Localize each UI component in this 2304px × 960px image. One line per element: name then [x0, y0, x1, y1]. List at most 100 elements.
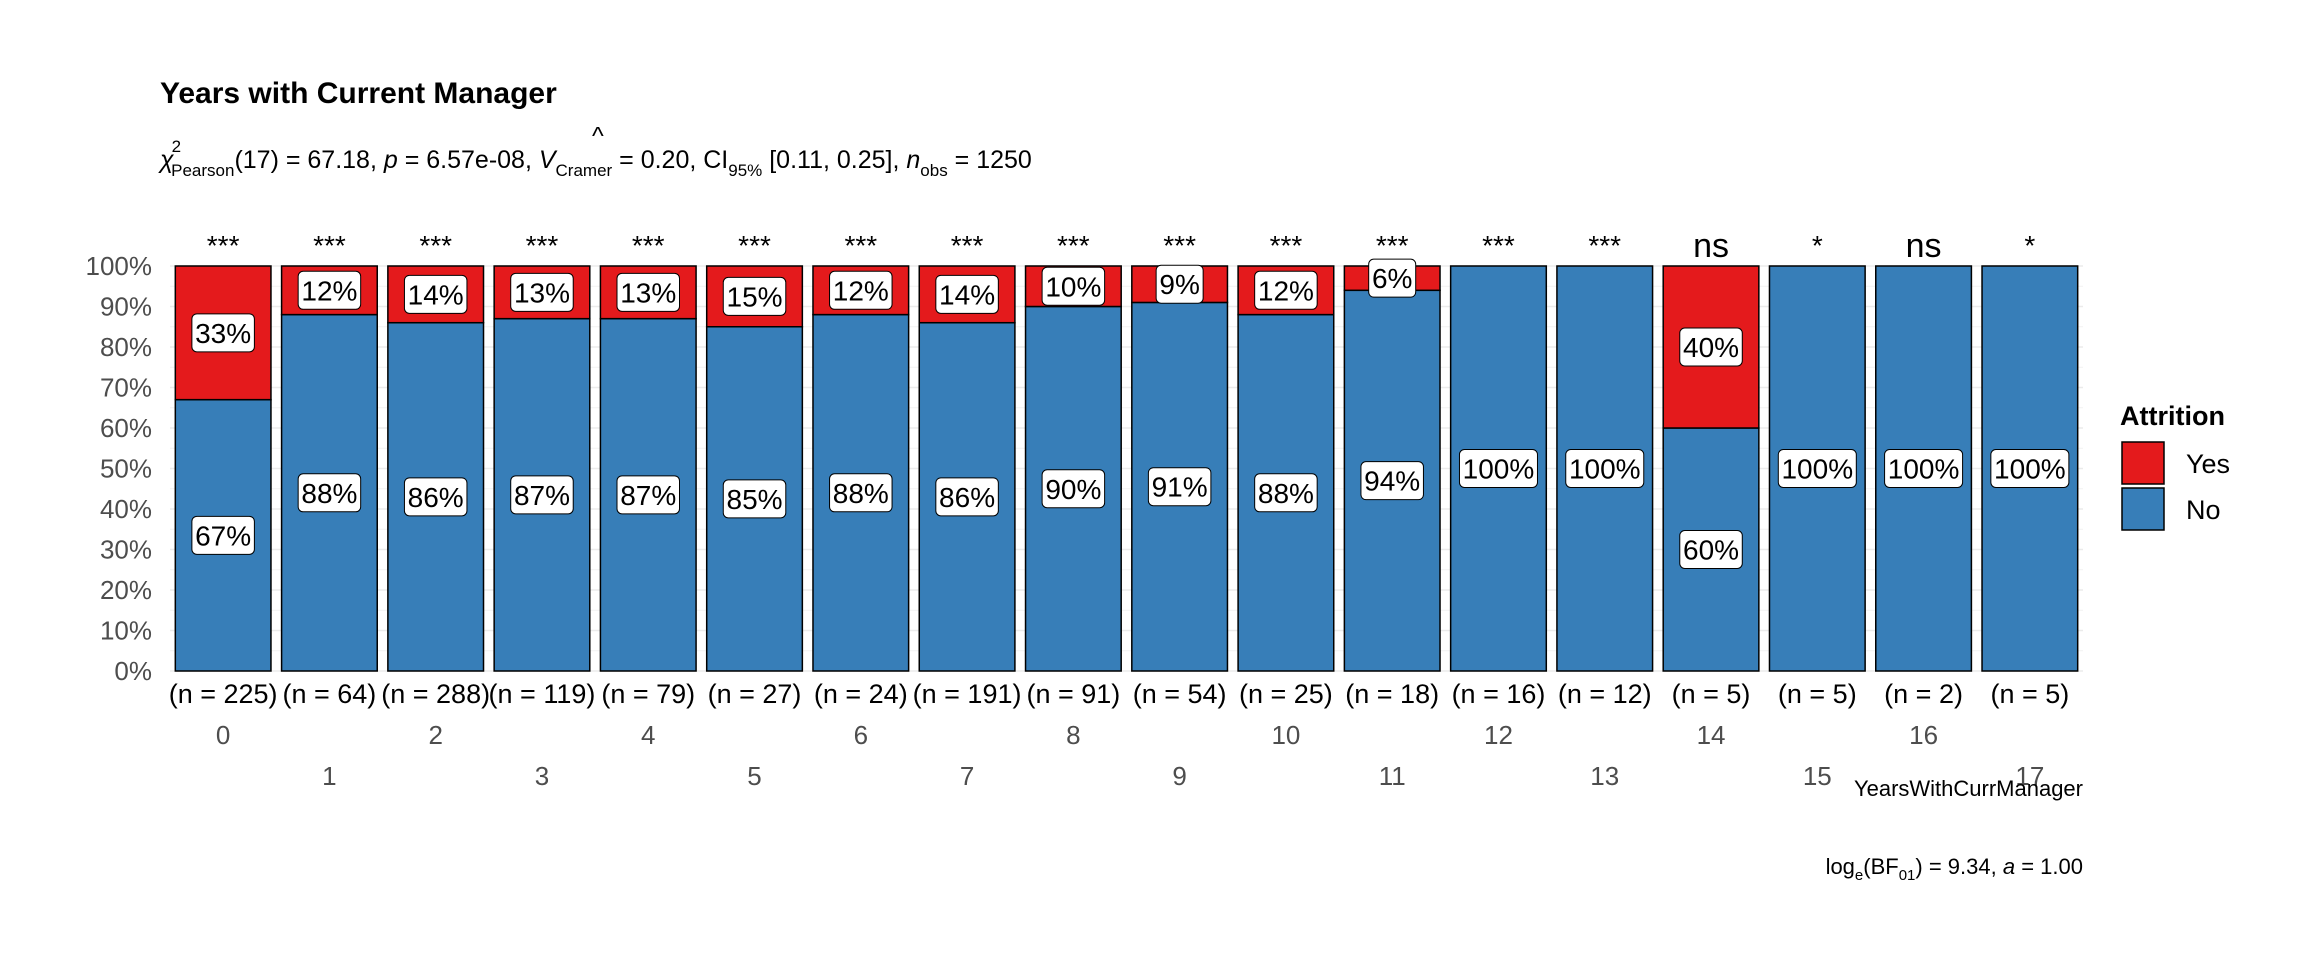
x-tick-label: 3: [535, 761, 549, 791]
y-tick-label: 30%: [100, 535, 152, 565]
x-tick-label: 12: [1484, 720, 1513, 750]
label-no-box: [1254, 473, 1318, 513]
label-yes-box: [722, 276, 787, 316]
significance-label: ***: [1376, 230, 1409, 261]
significance-label: ***: [1482, 230, 1515, 261]
label-no: 100%: [1888, 454, 1960, 485]
significance-label: ***: [1057, 230, 1090, 261]
y-tick-label: 40%: [100, 494, 152, 524]
label-no: 100%: [1994, 454, 2066, 485]
count-label: (n = 24): [814, 679, 908, 709]
label-no: 87%: [514, 480, 570, 511]
y-tick-label: 20%: [100, 575, 152, 605]
label-no: 100%: [1463, 454, 1535, 485]
label-no-box: [297, 473, 362, 513]
significance-label: ***: [844, 230, 877, 261]
count-label: (n = 225): [169, 679, 278, 709]
label-yes: 13%: [620, 277, 676, 308]
label-no: 88%: [1258, 478, 1314, 509]
significance-label: ***: [632, 230, 665, 261]
significance-label: ***: [313, 230, 346, 261]
x-tick-label: 1: [322, 761, 336, 791]
count-label: (n = 288): [381, 679, 490, 709]
x-tick-label: 14: [1697, 720, 1726, 750]
label-yes-box: [1041, 266, 1106, 306]
legend-key-no: [2121, 487, 2165, 531]
label-no: 88%: [833, 478, 889, 509]
y-tick-label: 60%: [100, 413, 152, 443]
count-label: (n = 5): [1778, 679, 1857, 709]
label-yes-box: [1254, 270, 1318, 310]
label-yes-box: [935, 274, 999, 314]
label-no-box: [1360, 461, 1424, 501]
label-no-box: [1990, 449, 2070, 488]
x-tick-label: 8: [1066, 720, 1080, 750]
grid-lines: [170, 265, 2083, 672]
label-no: 91%: [1152, 472, 1208, 503]
label-no: 90%: [1045, 474, 1101, 505]
y-axis: 0% 10% 20% 30% 40% 50% 60% 70% 80% 90% 100%: [86, 251, 153, 686]
y-tick-label: 90%: [100, 292, 152, 322]
y-tick-label: 50%: [100, 454, 152, 484]
count-label: (n = 191): [913, 679, 1022, 709]
label-yes: 14%: [408, 279, 464, 310]
label-yes-box: [829, 270, 893, 310]
label-no: 67%: [195, 520, 251, 551]
label-no: 60%: [1683, 535, 1739, 566]
label-no-box: [1147, 467, 1212, 507]
y-tick-label: 70%: [100, 373, 152, 403]
label-yes-box: [510, 272, 574, 312]
label-no-box: [1679, 530, 1743, 569]
significance-label: ***: [419, 230, 452, 261]
label-no-box: [722, 479, 787, 519]
significance-labels: *** *** *** *** *** *** *** *** *** *** *** *** *** *…: [207, 227, 2036, 265]
label-no: 100%: [1569, 454, 1641, 485]
cramer-v-hat: ^: [592, 122, 604, 150]
significance-label: *: [2024, 230, 2035, 261]
legend-title: Attrition: [2120, 401, 2225, 431]
x-tick-label: 11: [1379, 761, 1406, 791]
count-label: (n = 25): [1239, 679, 1333, 709]
significance-label: ***: [1588, 230, 1621, 261]
count-label: (n = 119): [489, 679, 596, 709]
label-no: 87%: [620, 480, 676, 511]
y-tick-label: 0%: [114, 656, 152, 686]
count-label: (n = 27): [708, 679, 802, 709]
significance-label: ***: [738, 230, 771, 261]
label-no-box: [616, 475, 680, 515]
label-no: 85%: [727, 484, 783, 515]
count-label: (n = 5): [1990, 679, 2069, 709]
chart-subtitle: χ2 Pearson(17) = 67.18, p = 6.57e-08, VCr…: [158, 137, 1032, 180]
label-no-box: [510, 475, 574, 515]
count-label: (n = 12): [1558, 679, 1652, 709]
x-tick-label: 9: [1172, 761, 1186, 791]
label-no-box: [829, 473, 893, 513]
label-yes: 6%: [1372, 263, 1412, 294]
label-no: 86%: [408, 482, 464, 513]
label-yes: 14%: [939, 279, 995, 310]
x-tick-label: 15: [1803, 761, 1832, 791]
x-tick-label: 17: [2015, 761, 2044, 791]
label-yes: 40%: [1683, 332, 1739, 363]
label-no-box: [1884, 449, 1964, 488]
x-tick-label: 10: [1271, 720, 1300, 750]
significance-label: ***: [1270, 230, 1303, 261]
legend: Attrition Yes No: [2120, 401, 2230, 531]
x-tick-label: 13: [1590, 761, 1619, 791]
x-tick-label: 7: [960, 761, 974, 791]
count-label: (n = 2): [1884, 679, 1963, 709]
label-yes-box: [1155, 264, 1204, 304]
count-label: (n = 18): [1345, 679, 1439, 709]
x-tick-label: 5: [747, 761, 761, 791]
count-label: (n = 79): [601, 679, 695, 709]
label-yes: 33%: [195, 318, 251, 349]
count-label: (n = 54): [1133, 679, 1227, 709]
x-axis-title: YearsWithCurrManager: [1854, 776, 2083, 801]
label-no-box: [1458, 449, 1538, 488]
legend-label-no: No: [2186, 495, 2221, 525]
x-tick-label: 6: [854, 720, 868, 750]
label-yes: 15%: [727, 281, 783, 312]
label-no-box: [1565, 449, 1645, 488]
label-no-box: [1041, 469, 1106, 509]
